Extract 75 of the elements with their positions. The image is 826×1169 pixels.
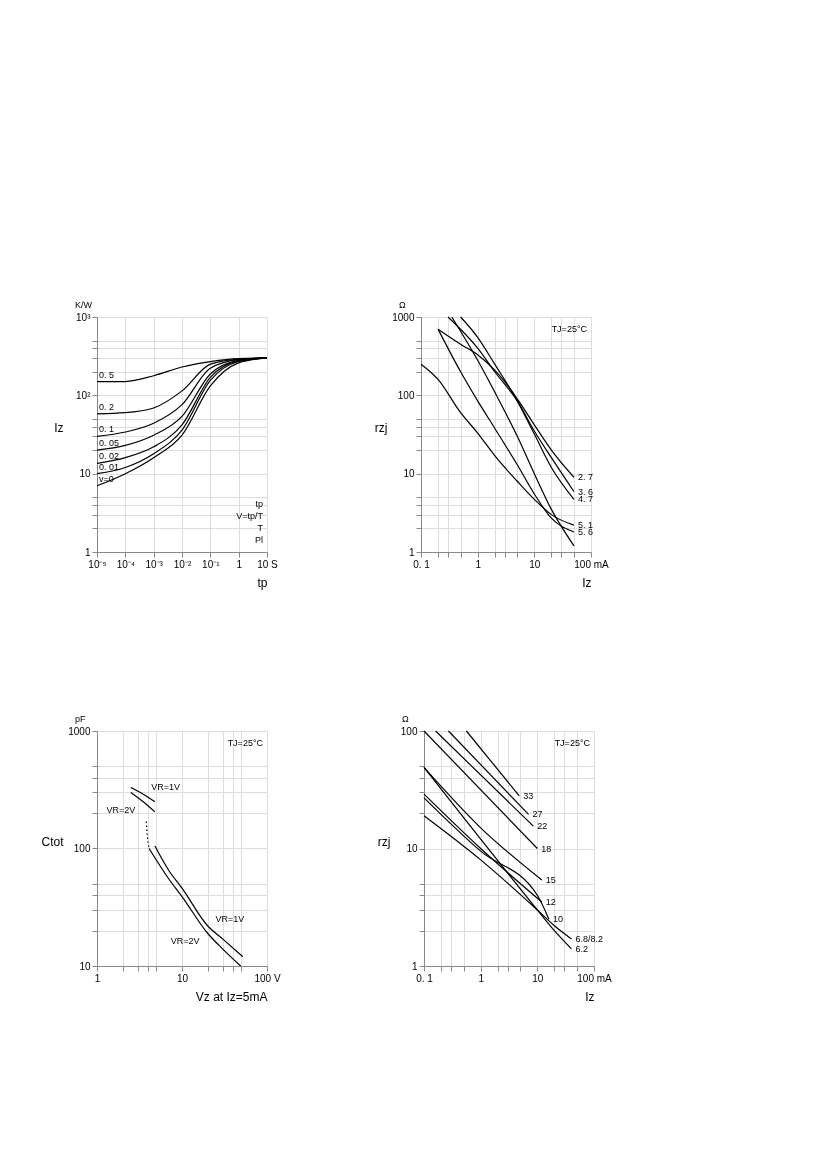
- series-label: 6.2: [575, 943, 588, 954]
- series-label: 22: [537, 821, 548, 832]
- series-label: 0. 5: [99, 369, 115, 380]
- x-tick-label: 0. 1: [416, 972, 434, 984]
- x-tick-label: 1: [478, 972, 485, 984]
- series-label: 12: [545, 897, 556, 908]
- y-tick-label: 100: [73, 843, 91, 854]
- y-tick-label: 1: [408, 546, 415, 558]
- annotation: V=tp/T: [236, 511, 264, 521]
- y-tick-label: 1: [411, 960, 418, 972]
- y-tick-label: 10: [79, 468, 91, 480]
- series-label: 27: [532, 809, 543, 820]
- y-tick-label: 1000: [68, 725, 91, 737]
- series-label: VR=2V: [170, 936, 200, 947]
- text: K/W: [75, 300, 93, 310]
- series-label: VR=1V: [215, 913, 245, 924]
- x-tick-label: 10: [176, 972, 189, 984]
- x-tick-label: 10⁻²: [173, 558, 192, 570]
- x-axis-title: Iz: [582, 575, 592, 590]
- y-axis-title: Ctot: [41, 835, 65, 849]
- x-tick-label: 100 V: [254, 972, 281, 984]
- x-tick-label: 10 S: [257, 558, 279, 570]
- series-label: 0. 05: [99, 438, 120, 449]
- annotation: TJ=25°C: [227, 738, 264, 748]
- annotation: TJ=25°C: [554, 738, 591, 748]
- series-label: 4. 7: [577, 494, 593, 505]
- series-label: 3. 6: [577, 486, 593, 497]
- x-tick-label: 10⁻³: [145, 558, 164, 570]
- series-label: 6.8/8.2: [575, 933, 603, 944]
- y-tick-label: 10²: [76, 389, 92, 401]
- annotation: T: [257, 523, 264, 533]
- y-tick-label: 100: [397, 389, 415, 401]
- series-label: 33: [523, 790, 534, 801]
- x-tick-label: 100 mA: [574, 558, 610, 570]
- series-label: 5. 6: [577, 527, 593, 537]
- x-tick-label: 10⁻¹: [202, 558, 221, 570]
- y-tick-label: 10: [79, 960, 91, 972]
- x-tick-label: 1: [94, 972, 101, 984]
- y-axis-title: rzj: [377, 835, 391, 849]
- x-tick-label: 10⁻⁵: [88, 558, 107, 570]
- series-label: 2. 7: [577, 472, 593, 483]
- x-tick-label: 10⁻⁴: [116, 558, 136, 570]
- series-label: 10: [552, 914, 563, 925]
- y-tick-label: 1: [84, 546, 91, 558]
- series-label: 0. 1: [99, 424, 115, 435]
- annotation: tp: [255, 499, 263, 509]
- annotation: TJ=25°C: [551, 324, 588, 334]
- y-tick-label: 10³: [76, 311, 92, 323]
- series-label: v=0: [99, 473, 114, 484]
- x-axis-title: Vz at Iz=5mA: [195, 989, 268, 1004]
- y-axis-title: rzj: [374, 421, 388, 435]
- text: pF: [75, 714, 87, 724]
- text: Ω: [402, 714, 409, 724]
- x-tick-label: 0. 1: [413, 558, 431, 570]
- series-label: VR=2V: [106, 804, 136, 815]
- x-axis-title: tp: [257, 575, 268, 590]
- y-tick-label: 10: [406, 843, 418, 854]
- series-label: 18: [541, 843, 552, 854]
- series-label: VR=1V: [151, 782, 181, 793]
- x-tick-label: 100 mA: [577, 972, 613, 984]
- series-label: 15: [545, 874, 556, 885]
- series-label: 0. 2: [99, 401, 115, 412]
- y-tick-label: 10: [403, 468, 415, 480]
- annotation: Pl: [254, 535, 263, 545]
- x-tick-label: 1: [475, 558, 482, 570]
- x-tick-label: 10: [532, 972, 544, 984]
- x-tick-label: 1: [236, 558, 243, 570]
- x-axis-title: Iz: [585, 989, 595, 1004]
- text: Ω: [399, 300, 406, 310]
- x-tick-label: 10: [529, 558, 541, 570]
- y-tick-label: 1000: [392, 311, 415, 323]
- y-axis-title: Iz: [54, 421, 64, 435]
- series-label: 0. 01: [99, 461, 120, 472]
- series-label: 0. 02: [99, 451, 120, 462]
- y-tick-label: 100: [400, 725, 418, 737]
